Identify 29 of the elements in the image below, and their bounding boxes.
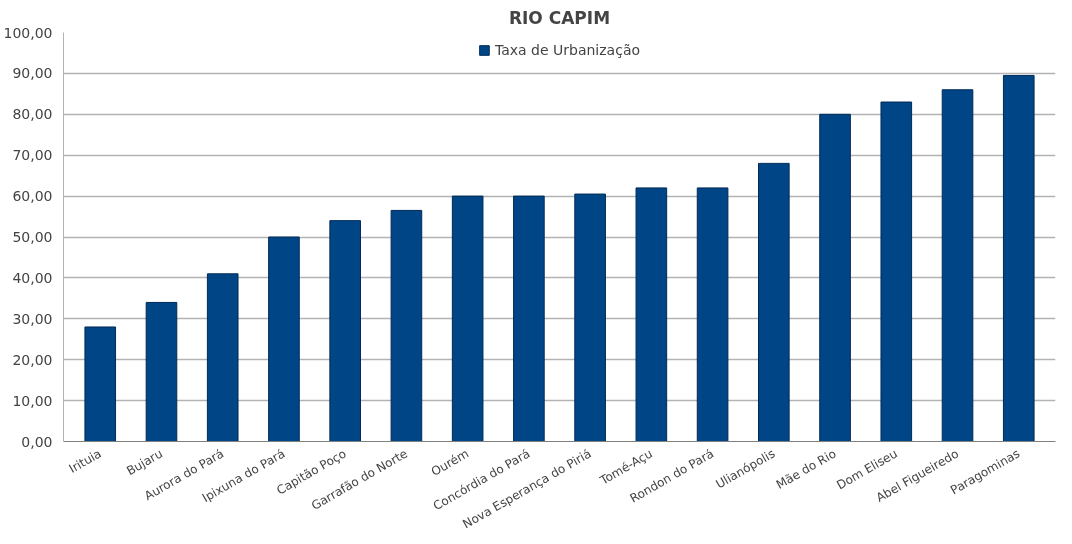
bar xyxy=(451,195,484,442)
y-tick-label: 70,00 xyxy=(12,147,53,164)
bar xyxy=(941,89,974,442)
y-tick-label: 0,00 xyxy=(21,433,53,450)
bar xyxy=(696,187,729,442)
y-tick-label: 10,00 xyxy=(12,392,53,409)
bar xyxy=(758,162,790,442)
bar xyxy=(819,113,851,442)
y-tick-label: 100,00 xyxy=(3,24,53,41)
chart-title: RIO CAPIM xyxy=(508,7,611,28)
bar xyxy=(268,236,300,442)
bar xyxy=(880,101,913,442)
y-tick-label: 30,00 xyxy=(12,310,53,327)
bar xyxy=(574,193,606,442)
y-tick-label: 80,00 xyxy=(12,106,53,123)
y-tick-label: 60,00 xyxy=(12,188,53,205)
y-tick-label: 40,00 xyxy=(12,269,53,286)
bar xyxy=(390,209,423,442)
y-tick-label: 20,00 xyxy=(12,351,53,368)
bar xyxy=(1002,74,1035,442)
y-tick-label: 50,00 xyxy=(12,229,53,245)
y-tick-label: 90,00 xyxy=(12,65,53,82)
bar xyxy=(513,195,545,442)
bar xyxy=(84,326,117,442)
bar xyxy=(635,187,668,442)
bar xyxy=(329,220,361,442)
bar xyxy=(206,273,239,442)
legend-label: Taxa de Urbanização xyxy=(494,42,641,58)
bar xyxy=(145,301,178,442)
